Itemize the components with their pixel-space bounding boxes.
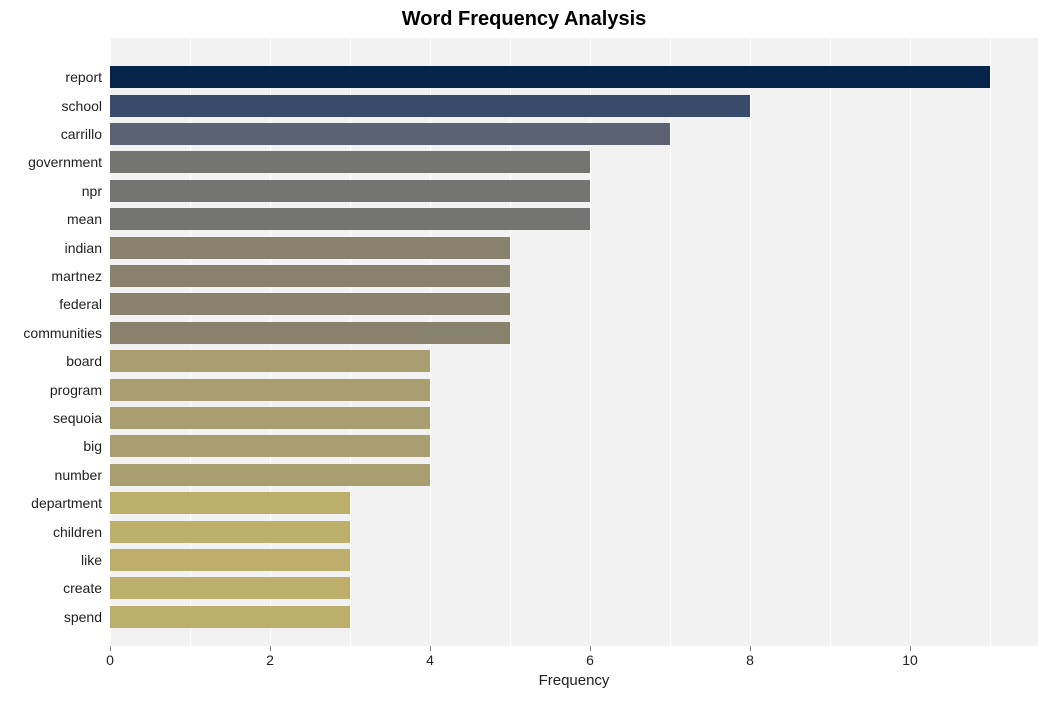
bar bbox=[110, 66, 990, 88]
bar bbox=[110, 180, 590, 202]
word-frequency-chart: Word Frequency Analysis report school carr… bbox=[0, 0, 1048, 701]
y-tick-label: carrillo bbox=[0, 123, 102, 145]
y-tick-label: communities bbox=[0, 322, 102, 344]
y-tick-label: government bbox=[0, 151, 102, 173]
y-tick-label: department bbox=[0, 492, 102, 514]
bar bbox=[110, 407, 430, 429]
y-tick-label: mean bbox=[0, 208, 102, 230]
x-tick-label: 6 bbox=[586, 652, 594, 668]
y-tick-label: like bbox=[0, 549, 102, 571]
bar bbox=[110, 549, 350, 571]
x-tick-mark bbox=[110, 646, 111, 651]
bar bbox=[110, 379, 430, 401]
bar bbox=[110, 435, 430, 457]
gridline bbox=[830, 38, 831, 646]
bar bbox=[110, 208, 590, 230]
y-tick-label: program bbox=[0, 379, 102, 401]
y-tick-label: create bbox=[0, 577, 102, 599]
bar bbox=[110, 606, 350, 628]
x-tick-mark bbox=[590, 646, 591, 651]
x-tick-label: 4 bbox=[426, 652, 434, 668]
y-tick-label: school bbox=[0, 95, 102, 117]
x-tick-mark bbox=[910, 646, 911, 651]
y-tick-label: indian bbox=[0, 237, 102, 259]
y-tick-label: npr bbox=[0, 180, 102, 202]
gridline bbox=[910, 38, 911, 646]
y-tick-label: report bbox=[0, 66, 102, 88]
bar bbox=[110, 577, 350, 599]
bar bbox=[110, 293, 510, 315]
bar bbox=[110, 521, 350, 543]
bar bbox=[110, 123, 670, 145]
y-tick-label: sequoia bbox=[0, 407, 102, 429]
x-tick-mark bbox=[270, 646, 271, 651]
bar bbox=[110, 350, 430, 372]
bar bbox=[110, 237, 510, 259]
y-tick-label: number bbox=[0, 464, 102, 486]
bar bbox=[110, 265, 510, 287]
bar bbox=[110, 95, 750, 117]
gridline bbox=[990, 38, 991, 646]
chart-title: Word Frequency Analysis bbox=[0, 8, 1048, 31]
bar bbox=[110, 492, 350, 514]
x-tick-label: 10 bbox=[902, 652, 918, 668]
bar bbox=[110, 464, 430, 486]
gridline bbox=[750, 38, 751, 646]
x-tick-label: 0 bbox=[106, 652, 114, 668]
y-tick-label: federal bbox=[0, 293, 102, 315]
y-tick-label: big bbox=[0, 435, 102, 457]
y-tick-label: spend bbox=[0, 606, 102, 628]
x-tick-label: 8 bbox=[746, 652, 754, 668]
x-tick-label: 2 bbox=[266, 652, 274, 668]
x-tick-mark bbox=[430, 646, 431, 651]
x-tick-mark bbox=[750, 646, 751, 651]
x-axis-label: Frequency bbox=[110, 672, 1038, 689]
bar bbox=[110, 322, 510, 344]
y-tick-label: martnez bbox=[0, 265, 102, 287]
bar bbox=[110, 151, 590, 173]
y-tick-label: children bbox=[0, 521, 102, 543]
y-tick-label: board bbox=[0, 350, 102, 372]
plot-area bbox=[110, 38, 1038, 646]
grid-band bbox=[910, 38, 1038, 646]
